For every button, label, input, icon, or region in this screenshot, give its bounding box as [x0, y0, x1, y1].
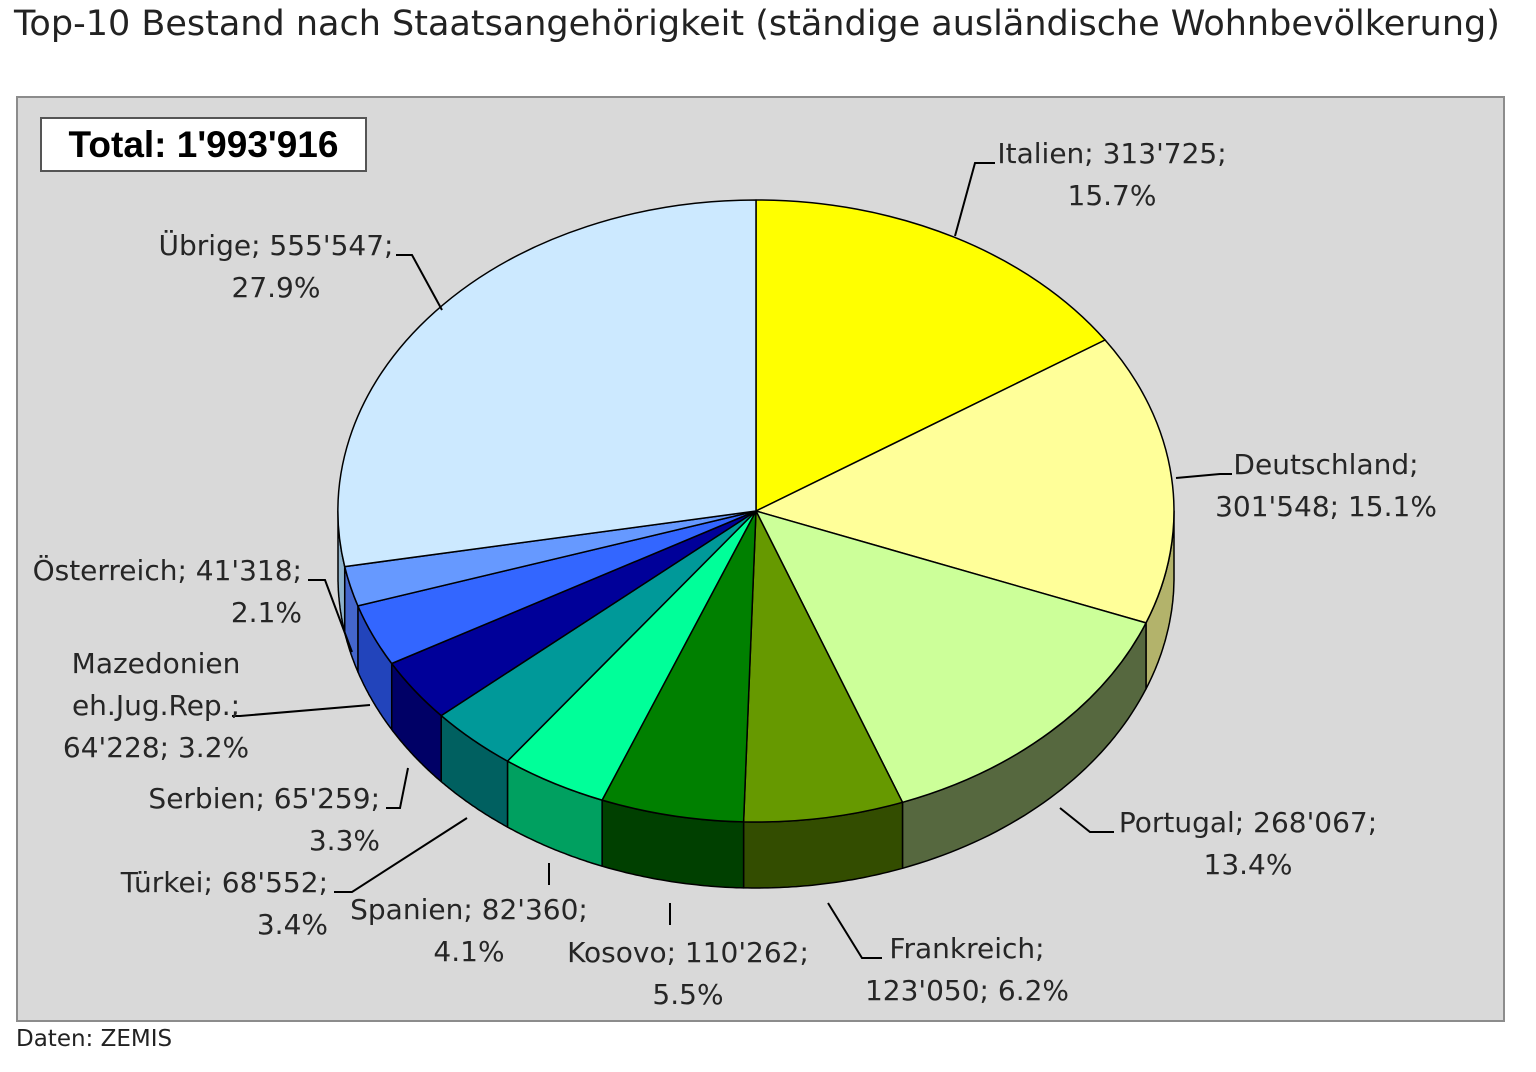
pie-slice-deutschland [755, 339, 1175, 624]
leader-line-italien [954, 162, 995, 237]
pie-slice-frankreich [742, 510, 904, 823]
leader-line-turkei [334, 817, 468, 893]
data-label-deutschland: Deutschland; 301'548; 15.1% [1215, 448, 1437, 523]
data-label-portugal: Portugal; 268'067; 13.4% [1119, 806, 1377, 881]
pie-slice-ubrige [337, 199, 757, 568]
total-box: Total: 1'993'916 [40, 117, 367, 172]
page-title: Top-10 Bestand nach Staatsangehörigkeit … [14, 4, 1500, 44]
leader-line-portugal [1059, 807, 1114, 833]
data-label-ubrige: Übrige; 555'547; 27.9% [159, 228, 394, 304]
data-label-osterreich: Österreich; 41'318; 2.1% [33, 553, 302, 629]
data-label-mazedonien-eh-jug-rep: Mazedonien eh.Jug.Rep.; 64'228; 3.2% [63, 647, 249, 764]
pie-slice-portugal [755, 510, 1147, 804]
data-label-kosovo: Kosovo; 110'262; 5.5% [567, 936, 809, 1011]
data-label-italien: Italien; 313'725; 15.7% [997, 137, 1226, 212]
leader-line-frankreich [827, 902, 882, 959]
data-label-turkei: Türkei; 68'552; 3.4% [120, 866, 328, 941]
leader-line-serbien [386, 767, 409, 809]
leader-line-ubrige [396, 254, 443, 311]
pie-slice-kosovo [601, 510, 757, 823]
data-label-frankreich: Frankreich; 123'050; 6.2% [865, 932, 1069, 1007]
pie-slice-italien [755, 199, 1106, 512]
leader-line-deutschland [1175, 473, 1232, 479]
leader-line-osterreich [308, 579, 353, 653]
leader-line-mazedonien-eh-jug-rep [232, 704, 371, 717]
data-label-serbien: Serbien; 65'259; 3.3% [148, 782, 380, 857]
source-note: Daten: ZEMIS [16, 1026, 173, 1052]
data-label-spanien: Spanien; 82'360; 4.1% [350, 893, 588, 968]
